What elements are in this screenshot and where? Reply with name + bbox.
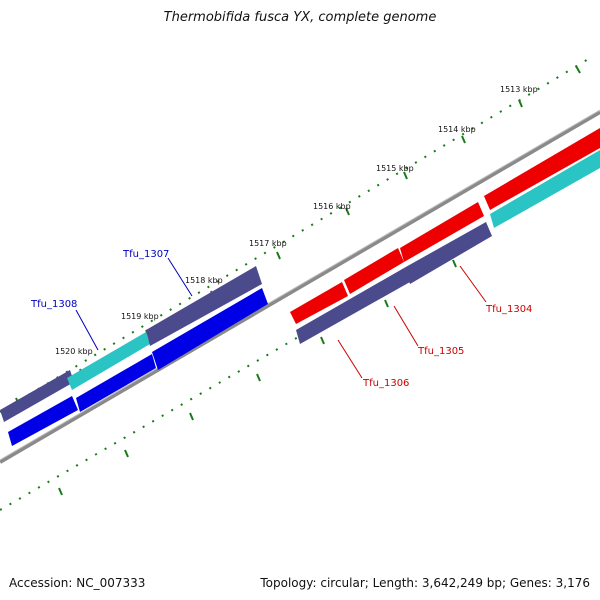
gene-dark-c[interactable] bbox=[296, 268, 410, 344]
gene-row-blue-inner bbox=[8, 288, 268, 446]
gene-red-d[interactable] bbox=[484, 128, 600, 210]
major-tick bbox=[575, 65, 581, 74]
tick-label-1516: 1516 kbp bbox=[313, 202, 351, 211]
inner-major-ticks bbox=[58, 259, 457, 496]
tick-label-1517: 1517 kbp bbox=[249, 239, 287, 248]
gene-cyan-right[interactable] bbox=[490, 150, 600, 228]
map-title: Thermobifida fusca YX, complete genome bbox=[163, 10, 437, 25]
tick-label-1513: 1513 kbp bbox=[500, 85, 538, 94]
outer-tick-ring bbox=[0, 57, 591, 413]
label-leaders bbox=[75, 257, 487, 379]
tick-label-1520: 1520 kbp bbox=[55, 347, 93, 356]
major-tick bbox=[403, 171, 408, 180]
gene-red-a[interactable] bbox=[290, 282, 348, 324]
tick-label-1514: 1514 kbp bbox=[438, 125, 476, 134]
gene-label-tfu-1305[interactable]: Tfu_1305 bbox=[417, 346, 464, 357]
tick-label-1515: 1515 kbp bbox=[376, 164, 414, 173]
major-tick bbox=[518, 99, 523, 108]
gene-cyan[interactable] bbox=[67, 332, 150, 390]
tick-label-1519: 1519 kbp bbox=[121, 312, 159, 321]
gene-row-dark-outer bbox=[0, 266, 262, 422]
gene-blue-b[interactable] bbox=[76, 354, 156, 412]
gene-dark-d[interactable] bbox=[404, 222, 492, 284]
gene-dark-a[interactable] bbox=[0, 370, 74, 422]
major-tick bbox=[345, 207, 350, 216]
gene-label-tfu-1306[interactable]: Tfu_1306 bbox=[362, 378, 409, 389]
gene-dark-b[interactable] bbox=[146, 266, 262, 346]
genome-backbone bbox=[0, 109, 600, 464]
gene-red-b[interactable] bbox=[344, 248, 404, 294]
gene-red-c[interactable] bbox=[400, 202, 484, 262]
gene-label-tfu-1307[interactable]: Tfu_1307 bbox=[122, 249, 169, 260]
tick-label-1518: 1518 kbp bbox=[185, 276, 223, 285]
gene-label-tfu-1308[interactable]: Tfu_1308 bbox=[30, 299, 77, 310]
gene-row-dark-inner bbox=[296, 150, 600, 344]
gene-blue-c[interactable] bbox=[152, 288, 268, 370]
accession-label: Accession: NC_007333 bbox=[9, 576, 146, 590]
gene-row-red-outer bbox=[290, 128, 600, 324]
major-tick bbox=[461, 135, 466, 144]
gene-blue-a[interactable] bbox=[8, 396, 78, 446]
major-tick bbox=[276, 251, 281, 260]
gene-label-tfu-1304[interactable]: Tfu_1304 bbox=[485, 304, 532, 315]
topology-info: Topology: circular; Length: 3,642,249 bp… bbox=[260, 576, 590, 590]
major-ticks bbox=[15, 65, 581, 406]
